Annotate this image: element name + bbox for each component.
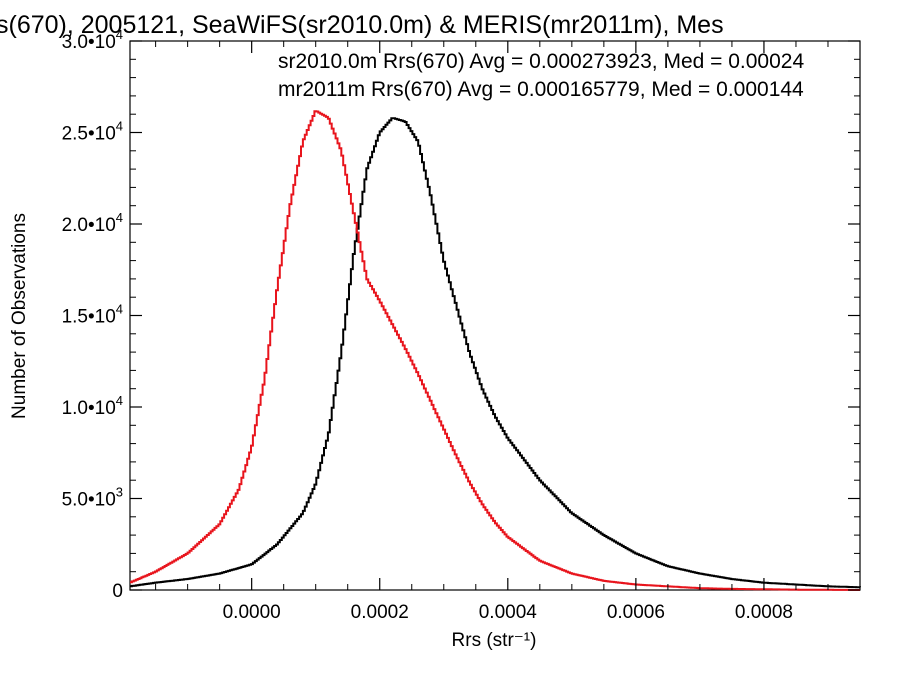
x-tick-label: 0.0004 xyxy=(479,602,538,623)
x-axis-label: Rrs (str⁻¹) xyxy=(452,630,537,651)
y-tick-label: 1.0•104 xyxy=(62,393,123,419)
y-axis-label: Number of Observations xyxy=(9,213,30,419)
plot-frame xyxy=(129,40,861,591)
y-tick-label: 2.5•104 xyxy=(62,119,123,145)
y-tick-label: 3.0•104 xyxy=(62,27,123,53)
y-tick-label: 2.0•104 xyxy=(62,210,123,236)
series-line-0 xyxy=(130,117,861,589)
annotation-black: sr2010.0m Rrs(670) Avg = 0.000273923, Me… xyxy=(278,50,804,73)
series-line-1 xyxy=(130,110,860,591)
x-tick-label: 0.0002 xyxy=(351,602,409,623)
series-layer xyxy=(130,110,861,591)
y-tick-label: 0 xyxy=(112,581,123,602)
chart-title: s(670), 2005121, SeaWiFS(sr2010.0m) & ME… xyxy=(0,11,724,39)
x-tick-label: 0.0008 xyxy=(735,602,793,623)
annotation-red: mr2011m Rrs(670) Avg = 0.000165779, Med … xyxy=(278,78,804,101)
plot-area: 0.0000 0.0002 0.0004 0.0006 0.0008 0 5.0•103 1… xyxy=(62,27,861,623)
x-axis-ticks: 0.0000 0.0002 0.0004 0.0006 0.0008 xyxy=(155,41,829,623)
y-tick-label: 1.5•104 xyxy=(62,302,123,328)
y-tick-label: 5.0•103 xyxy=(62,485,123,511)
x-tick-label: 0.0000 xyxy=(223,602,281,623)
x-tick-label: 0.0006 xyxy=(607,602,665,623)
y-axis-ticks: 0 5.0•103 1.0•104 1.5•104 2.0•104 2.5•104 3.0•… xyxy=(62,27,860,602)
